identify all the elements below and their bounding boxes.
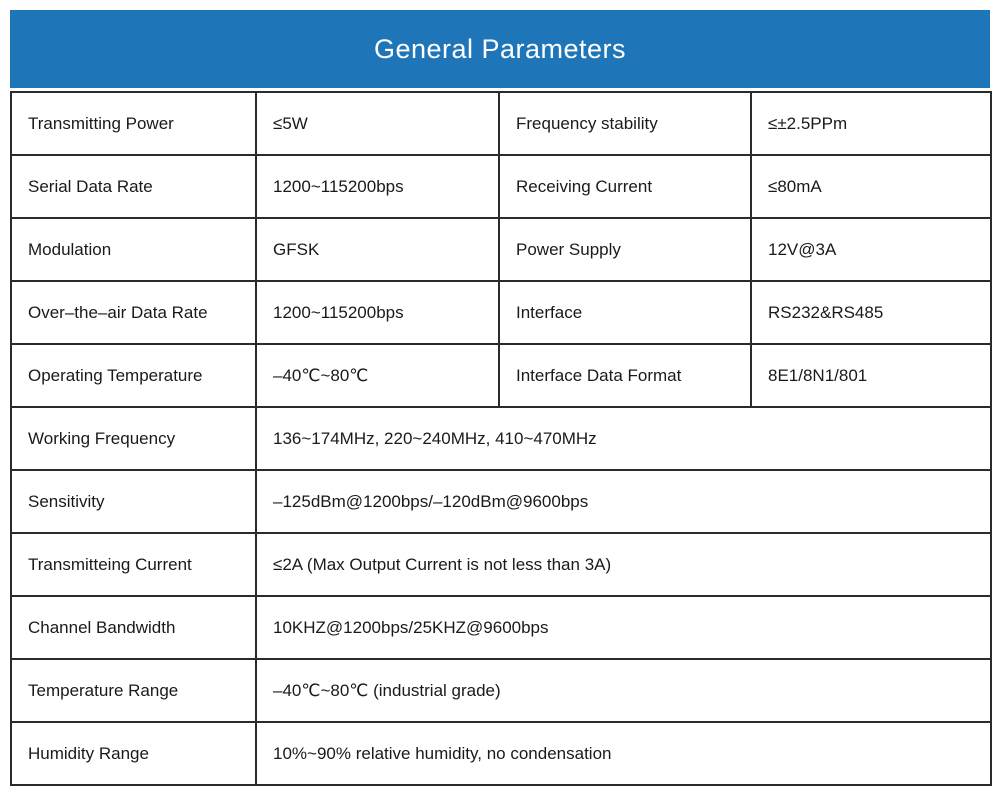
page-title: General Parameters — [373, 33, 627, 64]
param-label: Transmitting Power — [10, 91, 257, 156]
table-row: Transmitting Power ≤5W Frequency stabili… — [10, 91, 992, 156]
param-value: ≤2A (Max Output Current is not less than… — [255, 532, 992, 597]
table-row: Temperature Range –40℃~80℃ (industrial g… — [10, 658, 992, 723]
table-row: Transmitteing Current ≤2A (Max Output Cu… — [10, 532, 992, 597]
header-bar: General Parameters — [10, 10, 990, 88]
param-label: Receiving Current — [498, 154, 752, 219]
param-value: ≤±2.5PPm — [750, 91, 992, 156]
param-value: ≤80mA — [750, 154, 992, 219]
param-label: Interface — [498, 280, 752, 345]
param-label: Transmitteing Current — [10, 532, 257, 597]
table-row: Sensitivity –125dBm@1200bps/–120dBm@9600… — [10, 469, 992, 534]
param-value: 1200~115200bps — [255, 154, 500, 219]
param-value: 136~174MHz, 220~240MHz, 410~470MHz — [255, 406, 992, 471]
table-row: Modulation GFSK Power Supply 12V@3A — [10, 217, 992, 282]
param-value: –125dBm@1200bps/–120dBm@9600bps — [255, 469, 992, 534]
param-label: Channel Bandwidth — [10, 595, 257, 660]
table-row: Operating Temperature –40℃~80℃ Interface… — [10, 343, 992, 408]
param-label: Sensitivity — [10, 469, 257, 534]
param-value: 10%~90% relative humidity, no condensati… — [255, 721, 992, 786]
table-row: Humidity Range 10%~90% relative humidity… — [10, 721, 992, 786]
param-value: –40℃~80℃ (industrial grade) — [255, 658, 992, 723]
param-value: –40℃~80℃ — [255, 343, 500, 408]
param-label: Temperature Range — [10, 658, 257, 723]
param-value: RS232&RS485 — [750, 280, 992, 345]
param-value: 10KHZ@1200bps/25KHZ@9600bps — [255, 595, 992, 660]
param-label: Working Frequency — [10, 406, 257, 471]
param-value: 12V@3A — [750, 217, 992, 282]
param-label: Power Supply — [498, 217, 752, 282]
param-label: Serial Data Rate — [10, 154, 257, 219]
param-value: 8E1/8N1/801 — [750, 343, 992, 408]
param-label: Frequency stability — [498, 91, 752, 156]
param-label: Interface Data Format — [498, 343, 752, 408]
param-label: Operating Temperature — [10, 343, 257, 408]
table-row: Working Frequency 136~174MHz, 220~240MHz… — [10, 406, 992, 471]
table-row: Channel Bandwidth 10KHZ@1200bps/25KHZ@96… — [10, 595, 992, 660]
param-label: Modulation — [10, 217, 257, 282]
param-label: Humidity Range — [10, 721, 257, 786]
table-row: Over–the–air Data Rate 1200~115200bps In… — [10, 280, 992, 345]
param-value: ≤5W — [255, 91, 500, 156]
param-value: GFSK — [255, 217, 500, 282]
table-row: Serial Data Rate 1200~115200bps Receivin… — [10, 154, 992, 219]
param-label: Over–the–air Data Rate — [10, 280, 257, 345]
parameters-table: Transmitting Power ≤5W Frequency stabili… — [10, 91, 992, 786]
param-value: 1200~115200bps — [255, 280, 500, 345]
